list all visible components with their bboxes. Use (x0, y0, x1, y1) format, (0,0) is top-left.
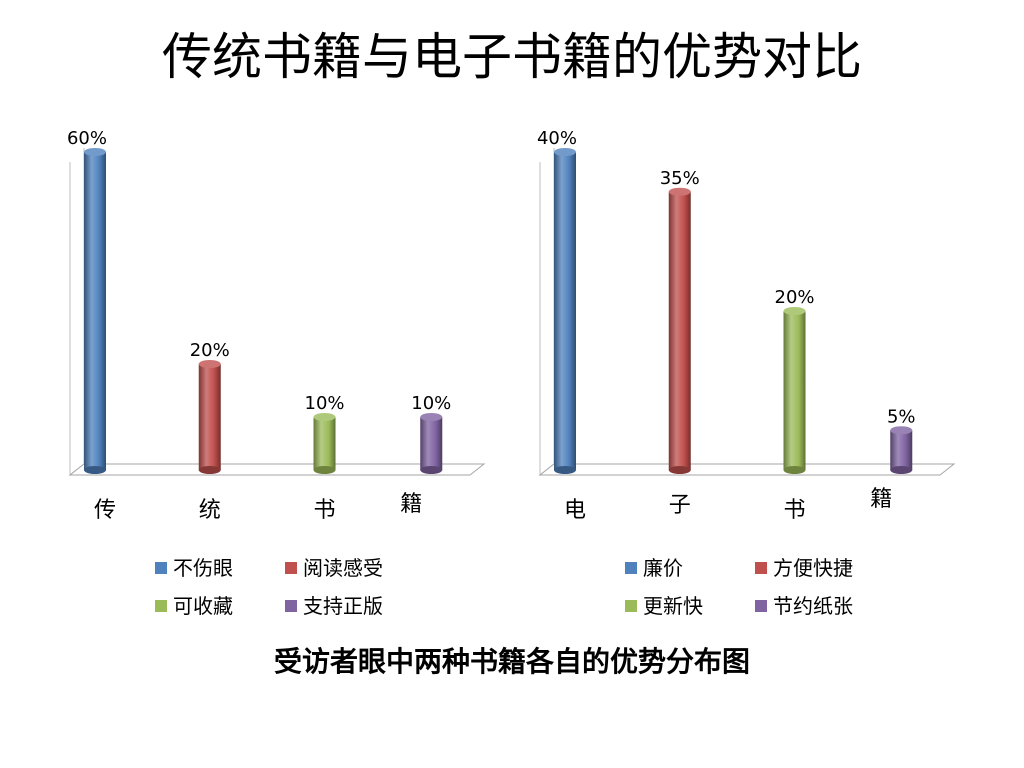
legend-label: 阅读感受 (303, 556, 383, 580)
bar-value-label: 10% (411, 393, 451, 414)
legend-swatch (285, 562, 297, 574)
legend-item: 不伤眼 (155, 555, 285, 581)
legend-swatch (755, 562, 767, 574)
bar-top (420, 413, 443, 421)
bar-base (890, 466, 913, 474)
category-label: 书 (784, 498, 806, 523)
bar-value-label: 35% (660, 168, 700, 189)
ebooks-chart: 40% 电 35% 子 20% 书 5% 籍 (537, 128, 956, 523)
bar-base (554, 466, 576, 474)
bar-value-label: 20% (775, 287, 815, 308)
traditional-books-legend: 不伤眼 阅读感受 可收藏 支持正版 (155, 555, 415, 619)
bar-top (890, 426, 913, 435)
bar-base (420, 466, 443, 474)
chart-caption: 受访者眼中两种书籍各自的优势分布图 (273, 645, 750, 678)
category-label: 书 (314, 498, 336, 523)
category-label: 籍 (400, 492, 422, 517)
legend-label: 节约纸张 (773, 594, 853, 618)
bar (84, 152, 106, 470)
chart-side-wall (69, 162, 85, 477)
legend-swatch (755, 600, 767, 612)
chart-floor (68, 463, 486, 476)
ebooks-legend: 廉价 方便快捷 更新快 节约纸张 (625, 555, 885, 619)
bar-top (198, 360, 221, 368)
legend-label: 不伤眼 (173, 556, 233, 580)
bar-top (668, 187, 691, 196)
bar-base (84, 466, 106, 474)
legend-item: 更新快 (625, 593, 755, 619)
category-label: 子 (669, 493, 691, 518)
legend-item: 阅读感受 (285, 555, 415, 581)
bar (313, 417, 336, 470)
legend-label: 可收藏 (173, 594, 233, 618)
bar-value-label: 20% (190, 340, 230, 361)
bar-base (313, 466, 336, 474)
legend-item: 方便快捷 (755, 555, 885, 581)
legend-swatch (285, 600, 297, 612)
chart-side-wall (539, 162, 555, 477)
bar-top (84, 148, 106, 156)
bar-base (668, 466, 691, 474)
legend-label: 廉价 (643, 556, 683, 580)
category-label: 传 (94, 498, 116, 523)
bar (554, 152, 576, 470)
slide-title: 传统书籍与电子书籍的优势对比 (162, 28, 862, 86)
bar (783, 311, 806, 470)
bar-base (198, 466, 221, 474)
legend-label: 支持正版 (303, 594, 383, 618)
legend-item: 廉价 (625, 555, 755, 581)
legend-item: 可收藏 (155, 593, 285, 619)
legend-label: 更新快 (643, 594, 703, 618)
category-label: 籍 (870, 487, 892, 512)
legend-item: 支持正版 (285, 593, 415, 619)
legend-swatch (625, 600, 637, 612)
bar (668, 191, 691, 470)
category-label: 统 (199, 498, 221, 523)
legend-swatch (625, 562, 637, 574)
chart-floor (538, 463, 956, 476)
bar-top (554, 148, 576, 156)
bar-top (783, 307, 806, 315)
traditional-books-chart: 60% 传 20% 统 10% 书 10% 籍 (67, 128, 486, 523)
bar (198, 364, 221, 470)
bar-base (783, 466, 806, 474)
bar-top (313, 413, 336, 421)
bar (890, 430, 913, 470)
bar-value-label: 5% (887, 406, 916, 427)
legend-item: 节约纸张 (755, 593, 885, 619)
bar-value-label: 40% (537, 128, 577, 149)
category-label: 电 (564, 498, 586, 523)
legend-swatch (155, 562, 167, 574)
bar-value-label: 10% (305, 393, 345, 414)
legend-swatch (155, 600, 167, 612)
bar (420, 417, 443, 470)
bar-value-label: 60% (67, 128, 107, 149)
legend-label: 方便快捷 (773, 556, 853, 580)
